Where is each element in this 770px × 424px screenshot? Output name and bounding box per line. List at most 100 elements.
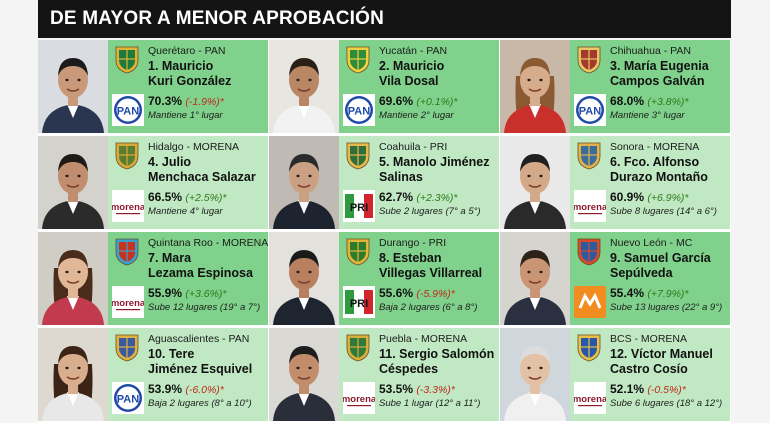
approval-change: (+7.9%)* — [647, 288, 689, 300]
approval-line: 62.7% (+2.3%)* — [379, 190, 458, 204]
state-party-label: BCS - MORENA — [610, 333, 688, 345]
governor-name-line1: 5. Manolo Jiménez — [379, 155, 490, 169]
governor-name: 1. Mauricio Kuri González — [148, 59, 231, 88]
governor-name-line2: Kuri González — [148, 73, 232, 88]
governor-card: PRI Coahuila - PRI 5. Manolo Jiménez Sal… — [269, 136, 500, 232]
state-party-label: Durango - PRI — [379, 237, 447, 249]
ranking-note: Sube 6 lugares (18° a 12°) — [610, 398, 723, 409]
governor-name: 7. Mara Lezama Espinosa — [148, 251, 253, 280]
state-party-label: Nuevo León - MC — [610, 237, 693, 249]
puebla-seal-icon — [343, 332, 373, 362]
svg-text:PAN: PAN — [579, 106, 601, 118]
quintana-roo-seal-icon — [112, 236, 142, 266]
state-party-label: Yucatán - PAN — [379, 45, 448, 57]
governor-name-line1: 8. Esteban — [379, 251, 442, 265]
governor-name-line1: 3. María Eugenia — [610, 59, 709, 73]
governor-grid: PAN Querétaro - PAN 1. Mauricio Kuri Gon… — [38, 40, 731, 424]
governor-name: 11. Sergio Salomón Céspedes — [379, 347, 494, 376]
governor-name-line2: Menchaca Salazar — [148, 169, 256, 184]
nuevo-leon-seal-icon — [574, 236, 604, 266]
governor-name-line2: Villegas Villarreal — [379, 265, 483, 280]
governor-name-line2: Vila Dosal — [379, 73, 439, 88]
governor-card: morena Hidalgo - MORENA 4. Julio Menchac… — [38, 136, 269, 232]
state-party-label: Querétaro - PAN — [148, 45, 226, 57]
bcs-seal-icon — [574, 332, 604, 362]
approval-line: 53.9% (-6.0%)* — [148, 382, 224, 396]
state-party-label: Aguascalientes - PAN — [148, 333, 250, 345]
governor-card: PAN Aguascalientes - PAN 10. Tere Jiméne… — [38, 328, 269, 424]
governor-name: 3. María Eugenia Campos Galván — [610, 59, 709, 88]
governor-name-line2: Lezama Espinosa — [148, 265, 253, 280]
approval-change: (+3.6%)* — [185, 288, 227, 300]
sonora-seal-icon — [574, 140, 604, 170]
governor-photo — [38, 232, 108, 325]
governor-name: 10. Tere Jiménez Esquivel — [148, 347, 252, 376]
approval-change: (-6.0%)* — [185, 384, 224, 396]
svg-text:PAN: PAN — [117, 106, 139, 118]
governor-name: 2. Mauricio Vila Dosal — [379, 59, 444, 88]
governor-photo — [269, 232, 339, 325]
governor-name-line2: Campos Galván — [610, 73, 705, 88]
approval-change: (+3.8%)* — [647, 96, 689, 108]
state-party-label: Quintana Roo - MORENA — [148, 237, 269, 249]
ranking-note: Sube 8 lugares (14° a 6°) — [610, 206, 717, 217]
approval-value: 52.1% — [610, 382, 645, 396]
approval-line: 55.9% (+3.6%)* — [148, 286, 227, 300]
approval-change: (+6.9%)* — [647, 192, 689, 204]
pan-logo-icon: PAN — [574, 94, 606, 126]
governor-name-line2: Jiménez Esquivel — [148, 361, 253, 376]
ranking-note: Mantiene 2° lugar — [379, 110, 454, 121]
ranking-note: Baja 2 lugares (6° a 8°) — [379, 302, 478, 313]
yucatan-seal-icon — [343, 44, 373, 74]
governor-name-line1: 4. Julio — [148, 155, 192, 169]
governor-card: morena Quintana Roo - MORENA 7. Mara Lez… — [38, 232, 269, 328]
state-party-label: Hidalgo - MORENA — [148, 141, 240, 153]
svg-text:PRI: PRI — [350, 202, 368, 214]
mc-logo-icon — [574, 286, 606, 318]
svg-text:morena: morena — [343, 394, 375, 405]
governor-name: 8. Esteban Villegas Villarreal — [379, 251, 482, 280]
governor-photo — [500, 136, 570, 229]
approval-change: (-5.9%)* — [416, 288, 455, 300]
approval-value: 62.7% — [379, 190, 414, 204]
svg-text:morena: morena — [574, 394, 606, 405]
approval-change: (+2.5%)* — [185, 192, 227, 204]
governor-name-line1: 10. Tere — [148, 347, 195, 361]
state-party-label: Sonora - MORENA — [610, 141, 700, 153]
hidalgo-seal-icon — [112, 140, 142, 170]
governor-name-line2: Castro Cosío — [610, 361, 688, 376]
governor-card: Nuevo León - MC 9. Samuel García Sepúlve… — [500, 232, 731, 328]
svg-text:morena: morena — [112, 202, 144, 213]
approval-line: 52.1% (-0.5%)* — [610, 382, 686, 396]
aguascalientes-seal-icon — [112, 332, 142, 362]
morena-logo-icon: morena — [574, 382, 606, 414]
svg-text:morena: morena — [112, 298, 144, 309]
governor-photo — [269, 328, 339, 421]
pan-logo-icon: PAN — [112, 94, 144, 126]
approval-value: 55.9% — [148, 286, 183, 300]
svg-text:morena: morena — [574, 202, 606, 213]
state-party-label: Chihuahua - PAN — [610, 45, 691, 57]
governor-name: 5. Manolo Jiménez Salinas — [379, 155, 489, 184]
ranking-note: Mantiene 3° lugar — [610, 110, 685, 121]
ranking-note: Mantiene 1° lugar — [148, 110, 223, 121]
approval-change: (-1.9%)* — [185, 96, 224, 108]
governor-card: morena BCS - MORENA 12. Víctor Manuel Ca… — [500, 328, 731, 424]
approval-value: 55.6% — [379, 286, 414, 300]
governor-card: PAN Querétaro - PAN 1. Mauricio Kuri Gon… — [38, 40, 269, 136]
page-title: DE MAYOR A MENOR APROBACIÓN — [50, 8, 385, 29]
governor-name: 6. Fco. Alfonso Durazo Montaño — [610, 155, 708, 184]
governor-name-line1: 9. Samuel García — [610, 251, 711, 265]
ranking-note: Sube 2 lugares (7° a 5°) — [379, 206, 481, 217]
governor-name-line1: 12. Víctor Manuel — [610, 347, 713, 361]
governor-photo — [500, 328, 570, 421]
approval-change: (-0.5%)* — [647, 384, 686, 396]
coahuila-seal-icon — [343, 140, 373, 170]
governor-name: 12. Víctor Manuel Castro Cosío — [610, 347, 713, 376]
pri-logo-icon: PRI — [343, 286, 375, 318]
approval-change: (+0.1%)* — [416, 96, 458, 108]
ranking-note: Sube 12 lugares (19° a 7°) — [148, 302, 261, 313]
approval-line: 55.4% (+7.9%)* — [610, 286, 689, 300]
governor-name: 9. Samuel García Sepúlveda — [610, 251, 711, 280]
